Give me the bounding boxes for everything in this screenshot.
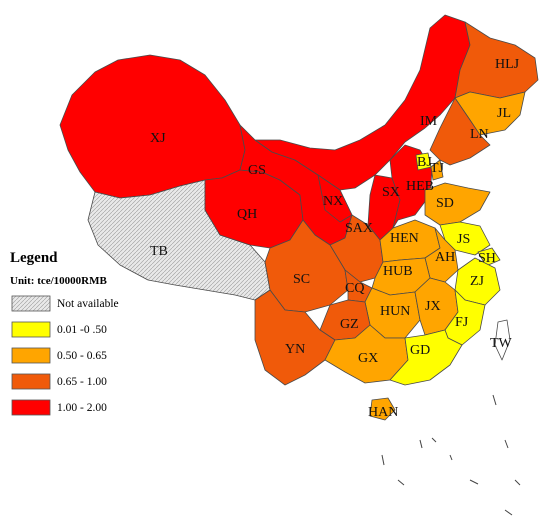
legend-unit: Unit: tce/10000RMB	[10, 275, 108, 287]
legend-swatch-mid	[11, 347, 51, 364]
label-heb: HEB	[406, 179, 434, 194]
province-ln	[429, 97, 491, 166]
legend-title: Legend	[10, 250, 58, 266]
label-cq: CQ	[345, 281, 364, 296]
label-xj: XJ	[150, 131, 166, 146]
legend-swatch-not-available	[11, 295, 51, 312]
label-yn: YN	[285, 342, 305, 357]
label-ah: AH	[435, 250, 455, 265]
label-js: JS	[457, 232, 470, 247]
province-sd	[424, 182, 491, 226]
province-sh	[477, 247, 501, 267]
label-sc: SC	[293, 272, 310, 287]
label-hen: HEN	[390, 231, 419, 246]
label-jx: JX	[425, 299, 441, 314]
province-han	[369, 397, 396, 421]
legend-swatch-low	[11, 321, 51, 338]
province-nx	[317, 174, 353, 223]
label-nx: NX	[323, 194, 343, 209]
label-hlj: HLJ	[495, 57, 520, 72]
province-tw	[494, 319, 511, 361]
label-fj: FJ	[455, 315, 469, 330]
province-labels: XJ TB QH GS IM NX SX HEB BJ TJ HLJ JL LN…	[150, 57, 520, 420]
south-china-sea-islands	[381, 394, 521, 516]
label-han: HAN	[368, 405, 398, 420]
label-ln: LN	[470, 127, 489, 142]
legend-label-mid: 0.50 - 0.65	[57, 350, 107, 362]
legend-label-low: 0.01 -0 .50	[57, 324, 107, 336]
province-sax	[329, 214, 384, 283]
label-jl: JL	[497, 106, 511, 121]
map-legend: Legend Unit: tce/10000RMB Not available …	[10, 250, 119, 416]
label-tb: TB	[150, 244, 168, 259]
label-sh: SH	[478, 251, 496, 266]
province-xj	[59, 54, 246, 199]
legend-label-high: 0.65 - 1.00	[57, 376, 107, 388]
label-gz: GZ	[340, 317, 359, 332]
legend-label-not-available: Not available	[57, 298, 119, 310]
label-gx: GX	[358, 351, 378, 366]
province-tj	[430, 159, 444, 181]
legend-swatch-top	[11, 399, 51, 416]
label-hub: HUB	[383, 264, 413, 279]
label-tw: TW	[490, 336, 513, 351]
label-gd: GD	[410, 343, 430, 358]
label-hun: HUN	[380, 304, 410, 319]
label-sax: SAX	[345, 221, 373, 236]
label-sd: SD	[436, 196, 454, 211]
label-qh: QH	[237, 207, 257, 222]
legend-label-top: 1.00 - 2.00	[57, 402, 107, 414]
legend-swatch-high	[11, 373, 51, 390]
label-im: IM	[420, 114, 438, 129]
label-bj: BJ	[417, 155, 432, 170]
label-zj: ZJ	[470, 274, 485, 289]
label-gs: GS	[248, 163, 266, 178]
label-tj: TJ	[430, 161, 445, 176]
label-sx: SX	[382, 185, 400, 200]
province-gd	[389, 329, 463, 386]
